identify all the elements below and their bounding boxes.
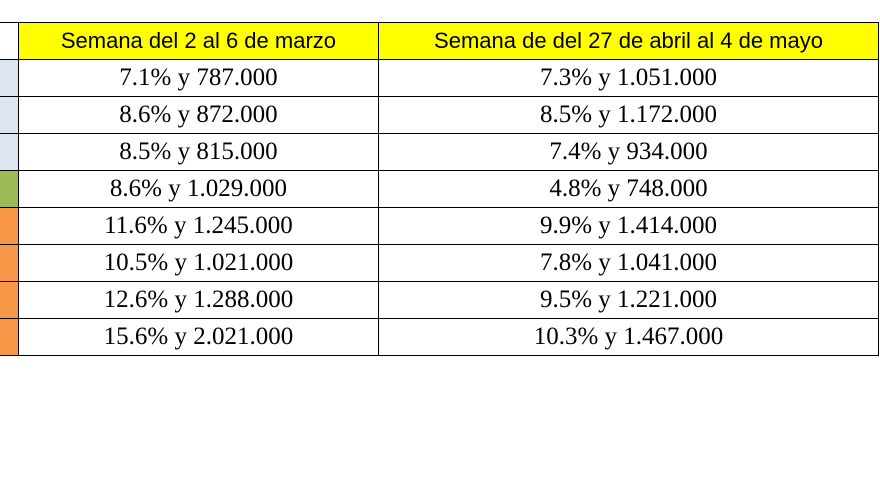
table-row: 15.6% y 2.021.000 10.3% y 1.467.000	[0, 318, 879, 356]
table-row: 10.5% y 1.021.000 7.8% y 1.041.000	[0, 244, 879, 282]
header-cell: Semana de del 27 de abril al 4 de mayo	[378, 22, 879, 60]
table-cell: 8.6% y 872.000	[17, 96, 380, 134]
table-cell: 8.5% y 1.172.000	[378, 96, 879, 134]
side-cell	[0, 207, 19, 245]
header-row: Semana del 2 al 6 de marzo Semana de del …	[0, 22, 879, 60]
table-cell: 11.6% y 1.245.000	[17, 207, 380, 245]
table-cell: 12.6% y 1.288.000	[17, 281, 380, 319]
side-cell	[0, 96, 19, 134]
side-cell	[0, 281, 19, 319]
table-cell: 7.3% y 1.051.000	[378, 59, 879, 97]
side-cell	[0, 318, 19, 356]
table-row: 8.6% y 1.029.000 4.8% y 748.000	[0, 170, 879, 208]
table-row: 8.5% y 815.000 7.4% y 934.000	[0, 133, 879, 171]
table-cell: 9.9% y 1.414.000	[378, 207, 879, 245]
table-cell: 10.5% y 1.021.000	[17, 244, 380, 282]
table-cell: 8.6% y 1.029.000	[17, 170, 380, 208]
side-cell	[0, 133, 19, 171]
table-row: 11.6% y 1.245.000 9.9% y 1.414.000	[0, 207, 879, 245]
table-cell: 7.4% y 934.000	[378, 133, 879, 171]
table-cell: 8.5% y 815.000	[17, 133, 380, 171]
table-cell: 7.1% y 787.000	[17, 59, 380, 97]
data-table: Semana del 2 al 6 de marzo Semana de del …	[0, 22, 879, 356]
side-cell	[0, 244, 19, 282]
table-row: 12.6% y 1.288.000 9.5% y 1.221.000	[0, 281, 879, 319]
header-cell: Semana del 2 al 6 de marzo	[17, 22, 380, 60]
table-row: 7.1% y 787.000 7.3% y 1.051.000	[0, 59, 879, 97]
side-cell	[0, 22, 19, 60]
side-cell	[0, 170, 19, 208]
table-cell: 15.6% y 2.021.000	[17, 318, 380, 356]
table-cell: 10.3% y 1.467.000	[378, 318, 879, 356]
table-cell: 7.8% y 1.041.000	[378, 244, 879, 282]
table-row: 8.6% y 872.000 8.5% y 1.172.000	[0, 96, 879, 134]
table-cell: 9.5% y 1.221.000	[378, 281, 879, 319]
side-cell	[0, 59, 19, 97]
table-cell: 4.8% y 748.000	[378, 170, 879, 208]
